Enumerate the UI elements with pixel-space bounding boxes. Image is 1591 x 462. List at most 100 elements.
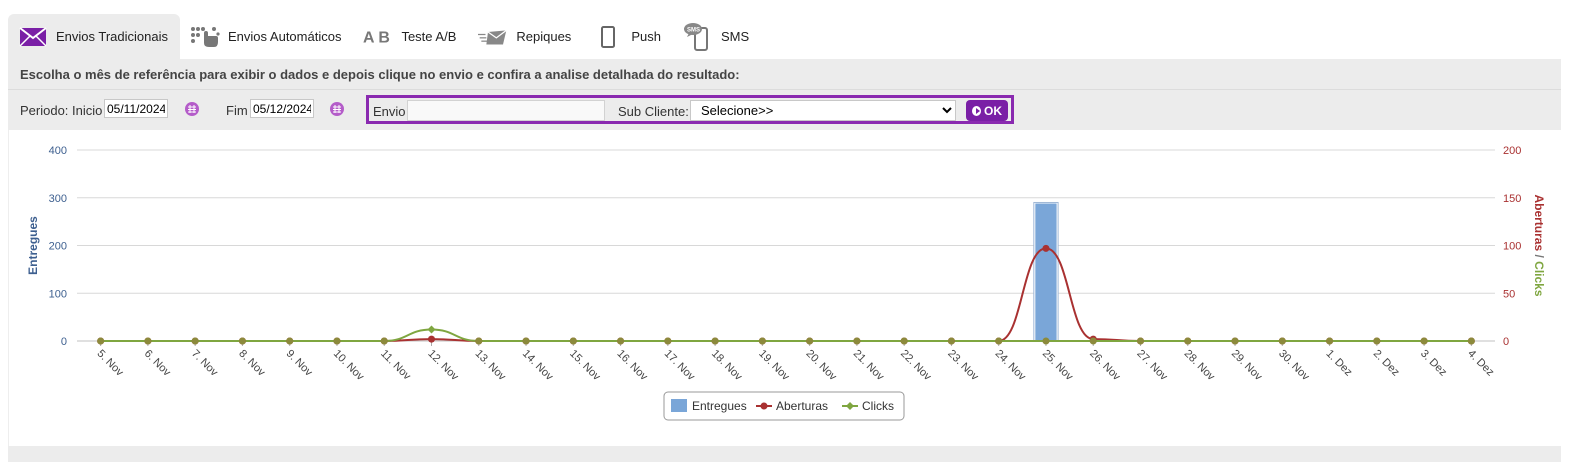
x-tick-label: 5. Nov — [95, 348, 126, 379]
x-tick-label: 8. Nov — [236, 348, 267, 379]
sms-phone-icon: SMS — [683, 22, 713, 51]
tab-label: Teste A/B — [401, 29, 457, 44]
bottom-strip — [8, 446, 1561, 462]
x-tick-label: 22. Nov — [898, 348, 934, 384]
point-clicks — [1089, 337, 1097, 345]
point-clicks — [97, 337, 105, 345]
x-tick-label: 29. Nov — [1229, 348, 1265, 384]
x-tick-label: 18. Nov — [709, 348, 745, 384]
point-clicks — [758, 337, 766, 345]
legend-label-entregues: Entregues — [692, 399, 747, 413]
tab-label: Repiques — [516, 29, 572, 44]
x-tick-label: 11. Nov — [378, 348, 413, 383]
x-tick-label: 13. Nov — [473, 348, 509, 384]
x-tick-label: 23. Nov — [945, 348, 981, 384]
y-left-tick-label: 100 — [49, 288, 67, 300]
legend-marker-clicks — [846, 402, 854, 410]
subcliente-select[interactable]: Selecione>> — [690, 100, 956, 121]
point-clicks — [286, 337, 294, 345]
tab-label: Push — [631, 29, 661, 44]
svg-text:SMS: SMS — [687, 27, 700, 33]
y-right-tick-label: 150 — [1503, 193, 1521, 205]
point-clicks — [1467, 337, 1475, 345]
play-circle-icon — [972, 105, 981, 116]
point-clicks — [380, 337, 388, 345]
y-left-axis-title: Entregues — [26, 216, 40, 275]
legend-swatch-entregues — [671, 399, 687, 412]
tab-envios-tradicionais[interactable]: Envios Tradicionais — [8, 14, 180, 59]
x-tick-label: 16. Nov — [614, 348, 650, 384]
x-tick-label: 10. Nov — [331, 348, 367, 384]
inicio-date-input[interactable] — [104, 99, 168, 118]
x-tick-label: 26. Nov — [1087, 348, 1123, 384]
point-clicks — [1373, 337, 1381, 345]
y-right-axis-title: Aberturas / Clicks — [1532, 194, 1546, 296]
tab-repiques[interactable]: Repiques — [468, 14, 583, 59]
subcliente-label: Sub Cliente: — [618, 104, 689, 119]
point-clicks — [1184, 337, 1192, 345]
calendar-icon[interactable] — [329, 101, 345, 117]
point-clicks — [947, 337, 955, 345]
x-tick-label: 25. Nov — [1040, 348, 1076, 384]
point-clicks — [475, 337, 483, 345]
legend-marker-aberturas — [760, 402, 768, 410]
ok-button[interactable]: OK — [966, 100, 1008, 121]
tab-sms[interactable]: SMS SMS — [673, 14, 761, 59]
point-clicks — [664, 337, 672, 345]
y-left-tick-label: 0 — [61, 336, 67, 348]
x-tick-label: 1. Dez — [1323, 348, 1354, 379]
x-tick-label: 15. Nov — [567, 348, 603, 384]
chart-area: 0 100 200 300 400 0 50 100 150 200 Entregues Abertu… — [8, 130, 1562, 446]
point-clicks — [617, 337, 625, 345]
filter-bar: Periodo: Inicio Fim Envio Sub Cliente: S… — [8, 89, 1561, 131]
x-tick-label: 9. Nov — [284, 348, 315, 379]
x-tick-label: 17. Nov — [662, 348, 698, 384]
y-right-tick-label: 50 — [1503, 288, 1515, 300]
calendar-icon[interactable] — [184, 101, 200, 117]
point-aberturas — [428, 335, 435, 343]
point-clicks — [900, 337, 908, 345]
x-tick-label: 7. Nov — [189, 348, 220, 379]
x-tick-label: 27. Nov — [1134, 348, 1170, 384]
legend-label-aberturas: Aberturas — [776, 399, 828, 413]
legend-label-clicks: Clicks — [862, 399, 894, 413]
tab-push[interactable]: Push — [583, 14, 673, 59]
fim-date-input[interactable] — [250, 99, 314, 118]
point-clicks — [144, 337, 152, 345]
instructions-text: Escolha o mês de referência para exibir … — [20, 67, 740, 82]
mobile-icon — [593, 24, 623, 50]
x-tick-label: 14. Nov — [520, 348, 556, 384]
x-tick-label: 19. Nov — [756, 348, 792, 384]
periodo-inicio-label: Periodo: Inicio — [20, 103, 103, 118]
y-left-tick-label: 300 — [49, 193, 67, 205]
point-clicks — [1326, 337, 1334, 345]
x-tick-label: 6. Nov — [142, 348, 173, 379]
fast-mail-icon — [478, 24, 508, 50]
svg-text:A B: A B — [363, 29, 390, 46]
envelope-icon — [18, 24, 48, 50]
envio-input[interactable] — [407, 100, 605, 121]
point-clicks — [333, 337, 341, 345]
tab-bar: Envios Tradicionais Envios Automáticos A… — [8, 14, 761, 59]
point-clicks — [522, 337, 530, 345]
point-clicks — [1042, 337, 1050, 345]
x-tick-label: 2. Dez — [1371, 348, 1402, 379]
x-tick-label: 3. Dez — [1418, 348, 1449, 379]
envio-label: Envio — [373, 104, 406, 119]
ab-icon: A B — [363, 24, 393, 50]
point-clicks — [1420, 337, 1428, 345]
tab-envios-automaticos[interactable]: Envios Automáticos — [180, 14, 353, 59]
point-clicks — [995, 337, 1003, 345]
point-clicks — [1278, 337, 1286, 345]
y-left-tick-label: 400 — [49, 145, 67, 157]
point-clicks — [1231, 337, 1239, 345]
fim-label: Fim — [226, 103, 248, 118]
bar-entregues — [1035, 203, 1057, 341]
point-clicks — [853, 337, 861, 345]
tab-teste-ab[interactable]: A B Teste A/B — [353, 14, 468, 59]
chart-legend — [663, 391, 905, 421]
x-tick-label: 21. Nov — [851, 348, 887, 384]
x-tick-label: 12. Nov — [425, 348, 461, 384]
tab-label: Envios Tradicionais — [56, 29, 168, 44]
point-clicks — [806, 337, 814, 345]
